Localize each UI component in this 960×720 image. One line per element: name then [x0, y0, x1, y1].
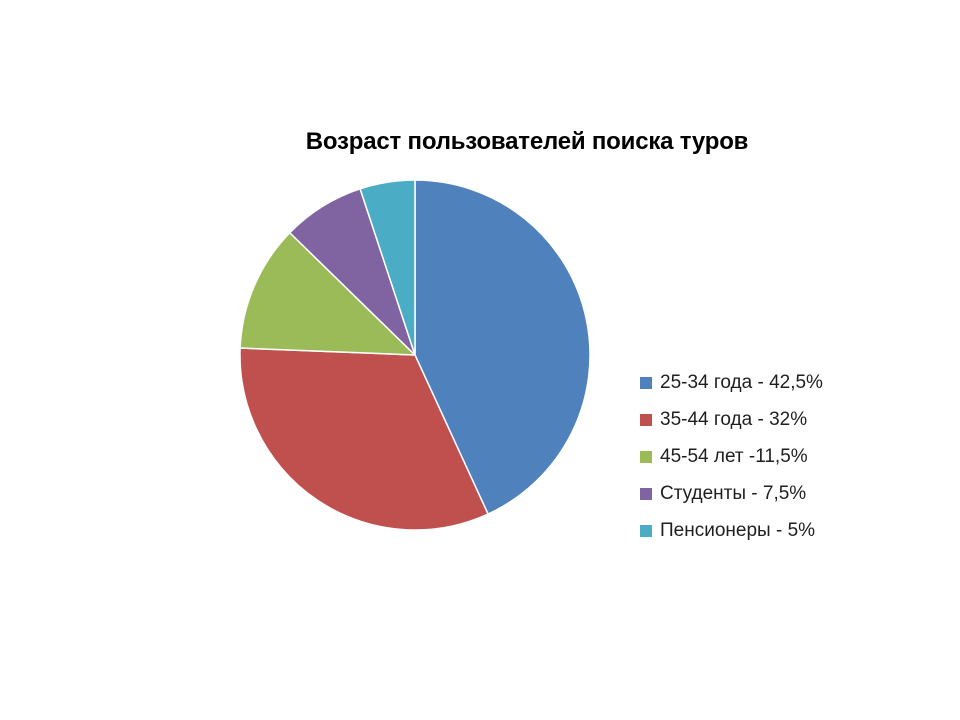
- legend-swatch: [640, 524, 652, 537]
- legend-item: Пенсионеры - 5%: [640, 512, 940, 549]
- legend: 25-34 года - 42,5% 35-44 года - 32% 45-5…: [640, 364, 940, 549]
- legend-swatch: [640, 413, 652, 426]
- legend-swatch: [640, 376, 652, 389]
- legend-swatch: [640, 487, 652, 500]
- legend-label: Пенсионеры - 5%: [660, 519, 816, 541]
- legend-label: 35-44 года - 32%: [660, 408, 808, 430]
- chart-title: Возраст пользователей поиска туров: [305, 128, 749, 155]
- legend-item: Студенты - 7,5%: [640, 475, 940, 512]
- legend-label: 45-54 лет -11,5%: [660, 445, 808, 467]
- pie-slices: [239, 179, 591, 531]
- legend-label: Студенты - 7,5%: [660, 482, 807, 504]
- legend-item: 35-44 года - 32%: [640, 401, 940, 438]
- legend-swatch: [640, 450, 652, 463]
- pie-slice-3: [239, 232, 416, 356]
- pie-slice-5: [359, 179, 416, 356]
- legend-label: 25-34 года - 42,5%: [660, 371, 823, 393]
- legend-item: 45-54 лет -11,5%: [640, 438, 940, 475]
- legend-item: 25-34 года - 42,5%: [640, 364, 940, 401]
- pie-slice-1: [414, 179, 591, 515]
- pie-slice-2: [239, 347, 489, 531]
